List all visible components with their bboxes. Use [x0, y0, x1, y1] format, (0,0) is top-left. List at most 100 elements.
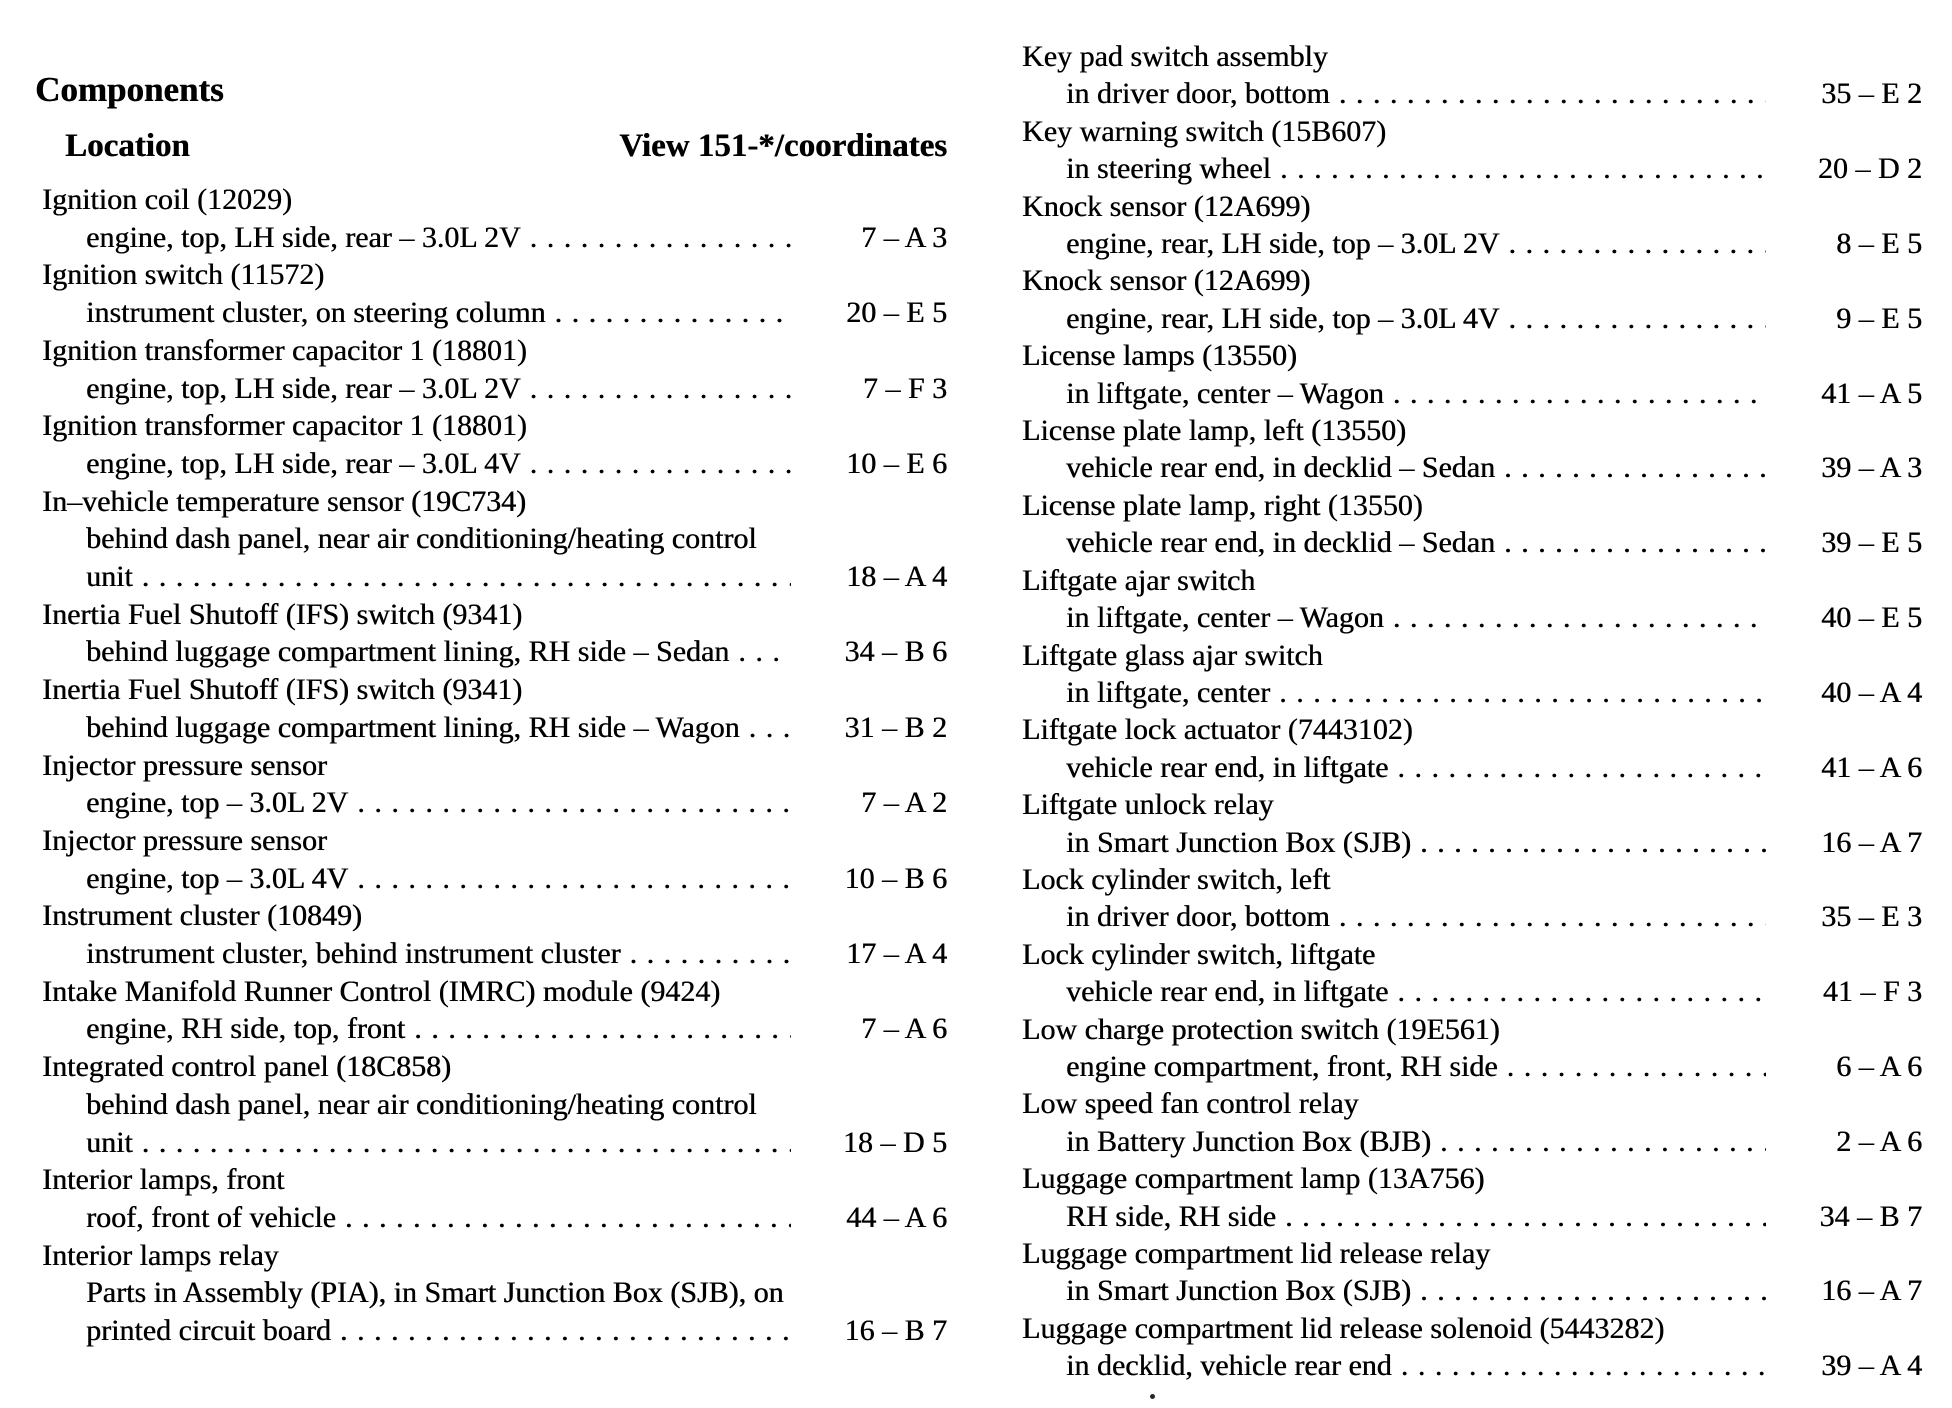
component-entry: Liftgate lock actuator (7443102) vehicle …	[1022, 711, 1922, 786]
component-name: Ignition transformer capacitor 1 (18801)	[42, 333, 527, 367]
location-line: vehicle rear end, in decklid – Sedan 39 –…	[1022, 524, 1922, 561]
column-headers: Location View 151-*/coordinates	[42, 126, 947, 166]
dot-leader	[336, 1199, 791, 1237]
dot-leader	[348, 784, 791, 822]
coordinate-ref: 7 – A 3	[861, 220, 947, 254]
location-text: behind luggage compartment lining, RH si…	[86, 710, 740, 744]
coordinate-ref: 18 – D 5	[842, 1125, 947, 1159]
component-name: Liftgate glass ajar switch	[1022, 638, 1323, 672]
component-name: Knock sensor (12A699)	[1022, 189, 1311, 223]
component-name: Key warning switch (15B607)	[1022, 114, 1387, 148]
component-name: Lock cylinder switch, left	[1022, 862, 1331, 896]
component-entry: Intake Manifold Runner Control (IMRC) mo…	[42, 973, 947, 1048]
component-entry: Inertia Fuel Shutoff (IFS) switch (9341)…	[42, 671, 947, 746]
component-entry: Ignition switch (11572) instrument cluste…	[42, 256, 947, 331]
component-name: Liftgate ajar switch	[1022, 563, 1256, 597]
location-text: engine, RH side, top, front	[86, 1012, 406, 1046]
location-line: in liftgate, center 40 – A 4	[1022, 674, 1922, 711]
dot-leader	[405, 1010, 791, 1048]
component-name: Luggage compartment lid release relay	[1022, 1237, 1491, 1270]
component-entry: Luggage compartment lamp (13A756) RH side…	[1022, 1160, 1922, 1235]
location-line: printed circuit board 16 – B 7	[42, 1312, 947, 1350]
coordinate-ref: 6 – A 6	[1836, 1049, 1922, 1083]
component-entry: Integrated control panel (18C858) behind …	[42, 1048, 947, 1161]
component-name: Interior lamps relay	[42, 1238, 279, 1272]
location-line: behind dash panel, near air conditioning…	[86, 522, 757, 556]
component-entry: Instrument cluster (10849) instrument clu…	[42, 897, 947, 972]
dot-leader	[331, 1312, 791, 1350]
dot-leader	[348, 860, 791, 898]
location-text: vehicle rear end, in liftgate	[1066, 975, 1389, 1009]
component-entry: Injector pressure sensor engine, top – 3.…	[42, 747, 947, 822]
component-name: Inertia Fuel Shutoff (IFS) switch (9341)	[42, 597, 523, 631]
location-text: engine, rear, LH side, top – 3.0L 2V	[1066, 227, 1500, 261]
component-name: Liftgate unlock relay	[1022, 788, 1274, 822]
location-line: in liftgate, center – Wagon 40 – E 5	[1022, 599, 1922, 636]
scan-speck	[1150, 1394, 1155, 1399]
component-name: Luggage compartment lamp (13A756)	[1022, 1162, 1485, 1196]
component-entry: Knock sensor (12A699) engine, rear, LH si…	[1022, 262, 1922, 337]
coordinate-ref: 39 – A 3	[1821, 451, 1922, 485]
location-line: in decklid, vehicle rear end 39 – A 4	[1022, 1347, 1922, 1384]
component-name: Knock sensor (12A699)	[1022, 264, 1311, 298]
component-name: Low speed fan control relay	[1022, 1087, 1359, 1121]
coordinate-ref: 35 – E 2	[1821, 77, 1922, 111]
coordinate-ref: 2 – A 6	[1836, 1124, 1922, 1158]
component-entry: Ignition transformer capacitor 1 (18801)…	[42, 407, 947, 482]
location-line: engine, top, LH side, rear – 3.0L 4V 10 –…	[42, 445, 947, 483]
location-text: in driver door, bottom	[1066, 77, 1330, 111]
location-line: in steering wheel 20 – D 2	[1022, 150, 1922, 187]
component-name: Key pad switch assembly	[1022, 40, 1328, 73]
dot-leader	[1498, 1048, 1766, 1085]
location-line: vehicle rear end, in liftgate 41 – A 6	[1022, 749, 1922, 786]
component-name: License plate lamp, left (13550)	[1022, 414, 1407, 448]
coordinate-ref: 8 – E 5	[1836, 227, 1922, 261]
location-text: in steering wheel	[1066, 152, 1271, 186]
location-text: in liftgate, center – Wagon	[1066, 376, 1384, 410]
location-line: in Smart Junction Box (SJB) 16 – A 7	[1022, 824, 1922, 861]
right-column: Key pad switch assembly in driver door, b…	[1022, 0, 1922, 1408]
dot-leader	[1384, 375, 1766, 412]
component-entry: License lamps (13550) in liftgate, center…	[1022, 337, 1922, 412]
coordinate-ref: 41 – A 6	[1821, 750, 1922, 784]
component-entry: Ignition coil (12029) engine, top, LH sid…	[42, 181, 947, 256]
coordinate-ref: 18 – A 4	[846, 560, 947, 594]
dot-leader	[1499, 225, 1766, 262]
component-name: In–vehicle temperature sensor (19C734)	[42, 484, 526, 518]
coordinate-ref: 40 – A 4	[1821, 675, 1922, 709]
location-line: roof, front of vehicle 44 – A 6	[42, 1199, 947, 1237]
location-line: behind luggage compartment lining, RH si…	[42, 709, 947, 747]
component-name: Ignition switch (11572)	[42, 258, 325, 292]
component-list-right: Key pad switch assembly in driver door, b…	[1022, 38, 1922, 1385]
coordinate-ref: 10 – B 6	[844, 861, 947, 895]
component-entry: Luggage compartment lid release relay in …	[1022, 1235, 1922, 1310]
location-text: engine, rear, LH side, top – 3.0L 4V	[1066, 301, 1500, 335]
component-list-left: Ignition coil (12029) engine, top, LH sid…	[42, 181, 947, 1350]
component-entry: Low speed fan control relay in Battery Ju…	[1022, 1085, 1922, 1160]
dot-leader	[521, 370, 791, 408]
coordinate-ref: 16 – A 7	[1821, 1274, 1922, 1308]
dot-leader	[1411, 824, 1766, 861]
location-text: engine compartment, front, RH side	[1066, 1049, 1498, 1083]
coordinate-ref: 10 – E 6	[846, 446, 947, 480]
coordinate-ref: 7 – F 3	[862, 371, 947, 405]
dot-leader	[1495, 524, 1766, 561]
component-name: License lamps (13550)	[1022, 339, 1297, 373]
component-name: Lock cylinder switch, liftgate	[1022, 937, 1376, 971]
component-name: Inertia Fuel Shutoff (IFS) switch (9341)	[42, 673, 523, 707]
location-header: Location	[65, 128, 190, 164]
dot-leader	[1411, 1272, 1766, 1309]
location-text: printed circuit board	[86, 1314, 331, 1348]
dot-leader	[546, 294, 791, 332]
component-entry: Lock cylinder switch, liftgate vehicle re…	[1022, 936, 1922, 1011]
coordinate-ref: 31 – B 2	[844, 710, 947, 744]
location-text: in Battery Junction Box (BJB)	[1066, 1124, 1431, 1158]
dot-leader	[521, 445, 791, 483]
coordinate-ref: 34 – B 6	[844, 635, 947, 669]
location-line: engine, top, LH side, rear – 3.0L 2V 7 – …	[42, 219, 947, 257]
location-line: in Smart Junction Box (SJB) 16 – A 7	[1022, 1272, 1922, 1309]
location-line: vehicle rear end, in decklid – Sedan 39 –…	[1022, 449, 1922, 486]
component-entry: Ignition transformer capacitor 1 (18801)…	[42, 332, 947, 407]
location-text: instrument cluster, on steering column	[86, 296, 546, 330]
